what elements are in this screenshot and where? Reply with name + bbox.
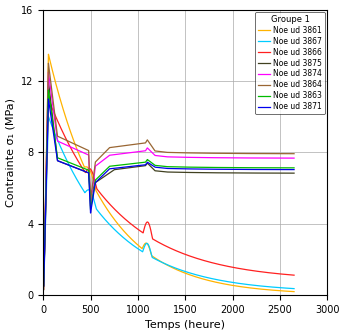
- Noe ud 3874: [136, 150, 140, 154]
- Legend: Noe ud 3861, Noe ud 3867, Noe ud 3866, Noe ud 3875, Noe ud 3874, Noe ud 3864, No: Noe ud 3861, Noe ud 3867, Noe ud 3866, N…: [255, 12, 325, 114]
- Noe ud 3874: [101, 158, 105, 162]
- Noe ud 3861: [46, 52, 50, 56]
- X-axis label: Temps (heure): Temps (heure): [145, 321, 225, 330]
- Noe ud 3875: [154, 169, 158, 173]
- Noe ud 3871: [154, 165, 158, 169]
- Noe ud 3874: [41, 284, 45, 288]
- Noe ud 3871: [290, 168, 294, 172]
- Noe ud 3864: [102, 151, 106, 155]
- Line: Noe ud 3874: Noe ud 3874: [43, 72, 294, 286]
- Noe ud 3866: [292, 273, 296, 277]
- Noe ud 3875: [99, 176, 104, 180]
- Noe ud 3871: [292, 168, 296, 172]
- Line: Noe ud 3861: Noe ud 3861: [43, 54, 294, 292]
- Noe ud 3875: [102, 175, 106, 179]
- Noe ud 3866: [41, 288, 45, 292]
- Noe ud 3861: [102, 203, 106, 207]
- Noe ud 3867: [292, 287, 296, 291]
- Noe ud 3864: [136, 142, 140, 146]
- Line: Noe ud 3867: Noe ud 3867: [43, 117, 294, 290]
- Noe ud 3864: [290, 152, 294, 156]
- Noe ud 3863: [101, 171, 105, 175]
- Noe ud 3863: [99, 172, 104, 176]
- Noe ud 3875: [290, 171, 294, 175]
- Noe ud 3861: [136, 243, 140, 247]
- Noe ud 3861: [292, 290, 296, 294]
- Noe ud 3875: [101, 175, 105, 179]
- Noe ud 3866: [290, 273, 294, 277]
- Noe ud 3875: [41, 284, 45, 288]
- Y-axis label: Contrainte σ₁ (MPa): Contrainte σ₁ (MPa): [6, 98, 16, 207]
- Noe ud 3867: [136, 247, 140, 251]
- Noe ud 3871: [99, 175, 104, 179]
- Noe ud 3864: [154, 149, 158, 153]
- Noe ud 3866: [136, 227, 140, 231]
- Noe ud 3866: [102, 196, 106, 200]
- Noe ud 3861: [290, 290, 294, 294]
- Noe ud 3871: [46, 97, 50, 101]
- Noe ud 3867: [99, 213, 104, 217]
- Noe ud 3874: [102, 157, 106, 161]
- Noe ud 3867: [46, 115, 50, 119]
- Noe ud 3861: [154, 256, 158, 260]
- Noe ud 3863: [41, 284, 45, 288]
- Noe ud 3866: [154, 239, 158, 243]
- Line: Noe ud 3866: Noe ud 3866: [43, 99, 294, 290]
- Noe ud 3874: [292, 156, 296, 160]
- Noe ud 3871: [102, 172, 106, 176]
- Noe ud 3874: [154, 154, 158, 158]
- Noe ud 3866: [99, 193, 104, 197]
- Noe ud 3864: [101, 153, 105, 157]
- Noe ud 3861: [41, 288, 45, 292]
- Noe ud 3871: [41, 284, 45, 288]
- Noe ud 3864: [99, 154, 104, 158]
- Noe ud 3874: [290, 156, 294, 160]
- Noe ud 3875: [136, 165, 140, 169]
- Noe ud 3863: [154, 163, 158, 167]
- Noe ud 3867: [154, 257, 158, 261]
- Line: Noe ud 3871: Noe ud 3871: [43, 99, 294, 286]
- Noe ud 3875: [46, 79, 50, 83]
- Noe ud 3863: [292, 166, 296, 170]
- Line: Noe ud 3863: Noe ud 3863: [43, 90, 294, 286]
- Noe ud 3874: [99, 159, 104, 163]
- Noe ud 3861: [101, 201, 105, 205]
- Noe ud 3861: [99, 198, 104, 202]
- Noe ud 3864: [41, 284, 45, 288]
- Noe ud 3871: [101, 173, 105, 177]
- Noe ud 3864: [292, 152, 296, 156]
- Noe ud 3866: [46, 97, 50, 101]
- Line: Noe ud 3864: Noe ud 3864: [43, 63, 294, 286]
- Noe ud 3867: [102, 216, 106, 220]
- Noe ud 3863: [290, 166, 294, 170]
- Line: Noe ud 3875: Noe ud 3875: [43, 81, 294, 286]
- Noe ud 3867: [41, 288, 45, 292]
- Noe ud 3866: [101, 194, 105, 198]
- Noe ud 3867: [101, 215, 105, 219]
- Noe ud 3875: [292, 171, 296, 175]
- Noe ud 3871: [136, 164, 140, 168]
- Noe ud 3863: [102, 169, 106, 173]
- Noe ud 3864: [46, 61, 50, 65]
- Noe ud 3863: [136, 161, 140, 165]
- Noe ud 3867: [290, 287, 294, 291]
- Noe ud 3863: [46, 88, 50, 92]
- Noe ud 3874: [46, 70, 50, 74]
